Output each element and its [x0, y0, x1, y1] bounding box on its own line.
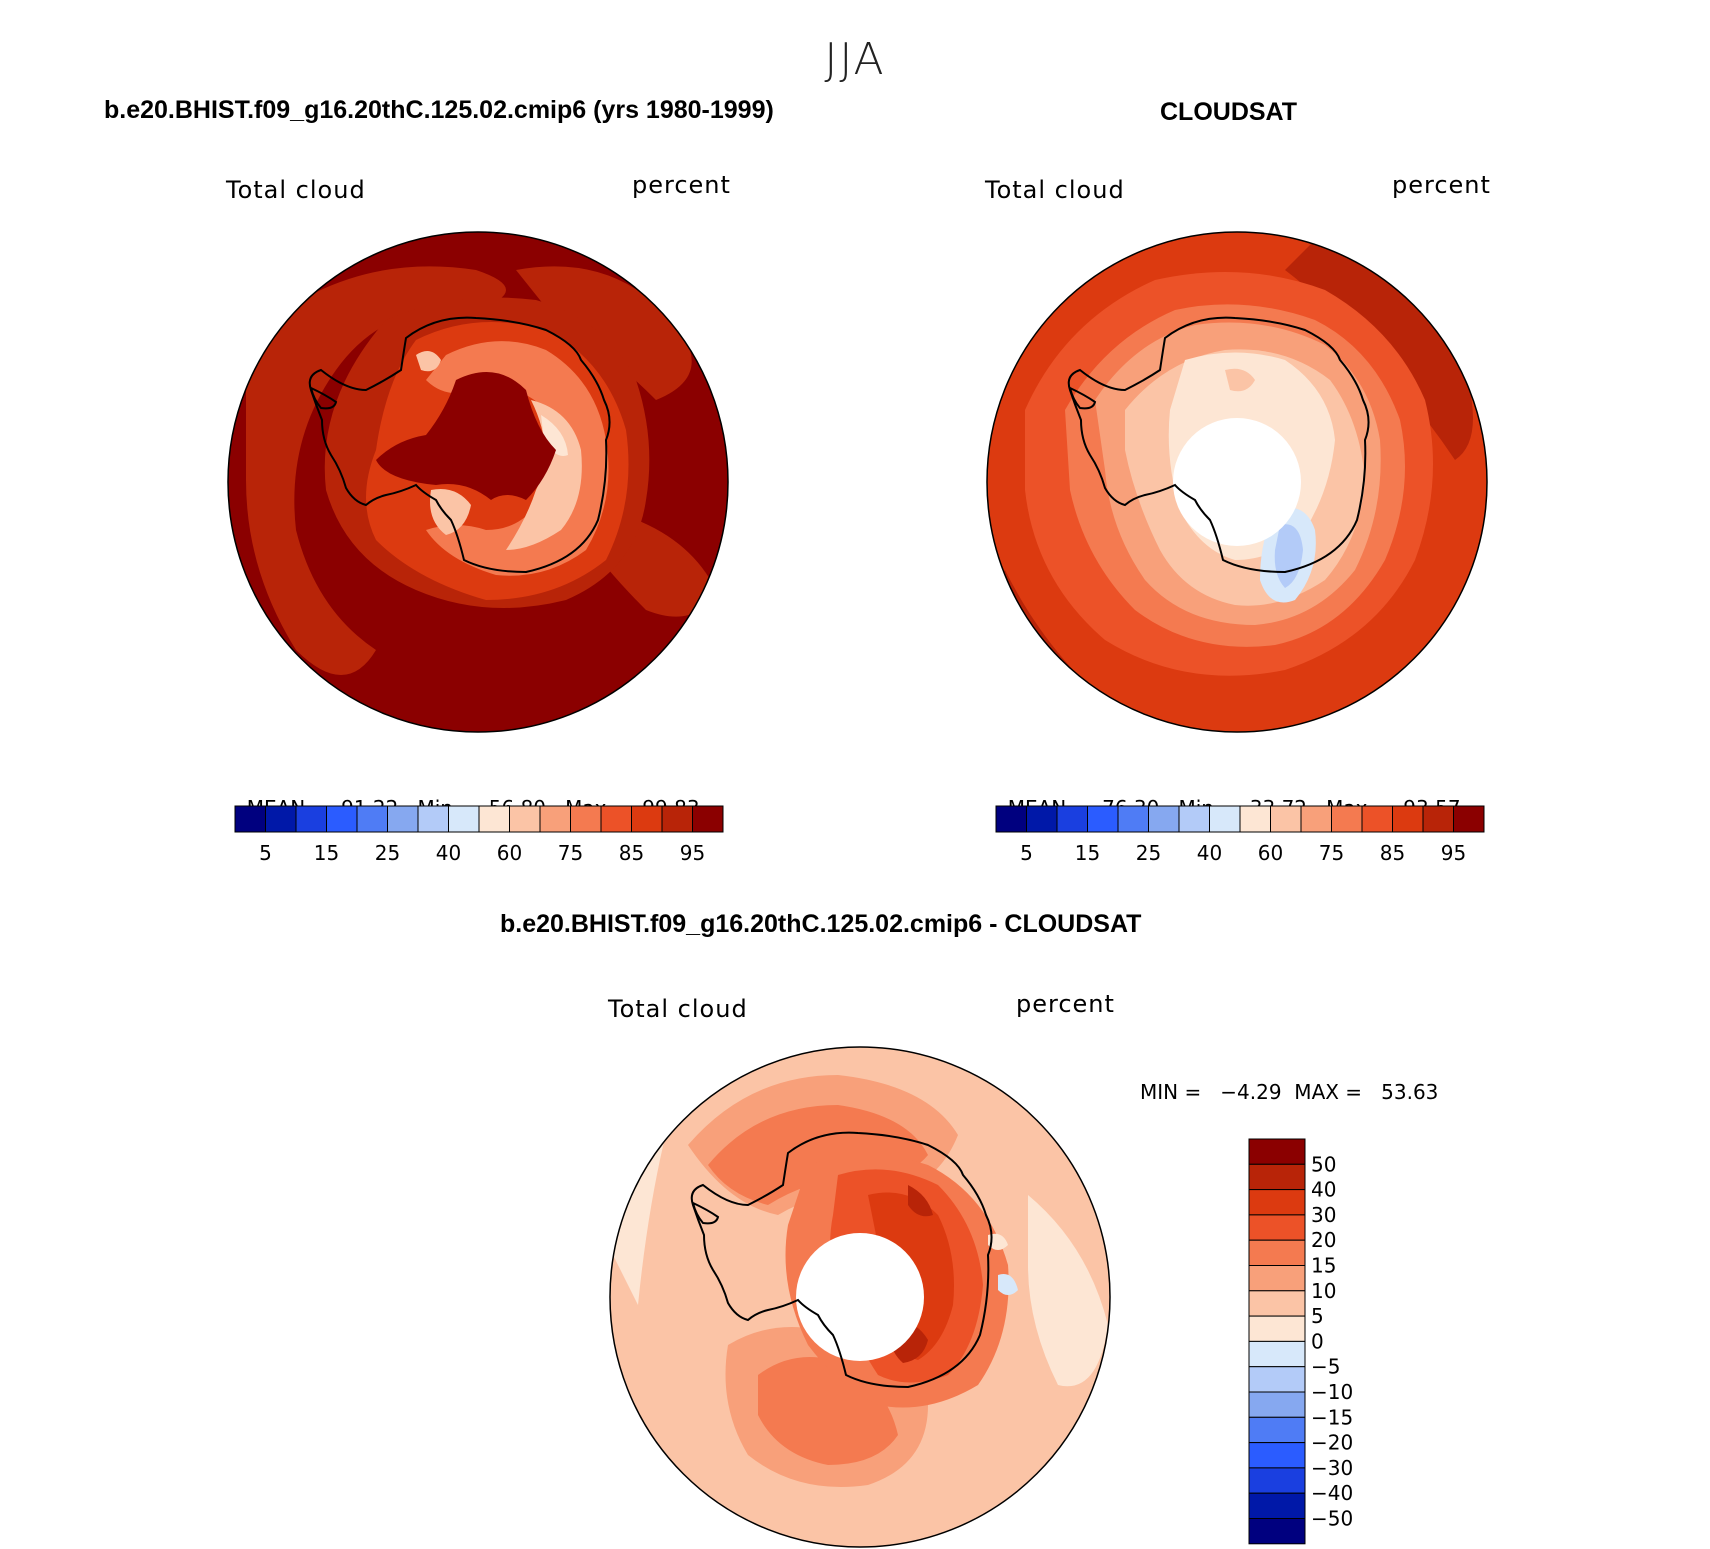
- panel-1-map: [227, 231, 729, 733]
- panel-3-title: b.e20.BHIST.f09_g16.20thC.125.02.cmip6 -…: [500, 910, 1142, 938]
- panel-1-title: b.e20.BHIST.f09_g16.20thC.125.02.cmip6 (…: [104, 96, 774, 124]
- colorbar-tick-label: 15: [1075, 841, 1100, 865]
- colorbar-box: [1117, 805, 1149, 833]
- colorbar-box: [478, 805, 510, 833]
- colorbar-tick-label: −10: [1311, 1380, 1353, 1404]
- colorbar-box: [234, 805, 266, 833]
- colorbar-box: [295, 805, 327, 833]
- colorbar-box: [1361, 805, 1393, 833]
- colorbar-box: [326, 805, 358, 833]
- panel-1-colorbar: 5 15 25 40 60 75 85 95: [234, 805, 724, 865]
- colorbar-box: [1422, 805, 1454, 833]
- main-title: JJA: [824, 34, 886, 85]
- colorbar-box: [1087, 805, 1119, 833]
- panel-3-variable: Total cloud: [608, 995, 748, 1023]
- colorbar-tick-label: −50: [1311, 1507, 1353, 1531]
- colorbar-tick-label: 20: [1311, 1228, 1336, 1252]
- colorbar-box: [1392, 805, 1424, 833]
- colorbar-tick-label: −5: [1311, 1355, 1340, 1379]
- colorbar-tick-label: 85: [619, 841, 644, 865]
- panel-2-units: percent: [1392, 171, 1491, 199]
- colorbar-box: [1248, 1391, 1306, 1418]
- panel-3-units: percent: [1016, 990, 1115, 1018]
- colorbar-tick-label: 25: [375, 841, 400, 865]
- colorbar-box: [1248, 1315, 1306, 1342]
- colorbar-tick-label: 85: [1380, 841, 1405, 865]
- colorbar-tick-label: −15: [1311, 1405, 1353, 1429]
- colorbar-box: [1178, 805, 1210, 833]
- panel-2-map: [986, 231, 1488, 733]
- colorbar-box: [1248, 1442, 1306, 1469]
- colorbar-box: [1248, 1189, 1306, 1216]
- colorbar-box: [692, 805, 724, 833]
- panel-1-variable: Total cloud: [226, 176, 366, 204]
- colorbar-box: [539, 805, 571, 833]
- colorbar-tick-label: 25: [1136, 841, 1161, 865]
- colorbar-tick-label: 15: [1311, 1254, 1336, 1278]
- colorbar-box: [995, 805, 1027, 833]
- colorbar-box: [265, 805, 297, 833]
- colorbar-tick-label: 5: [1020, 841, 1033, 865]
- panel-2-variable: Total cloud: [985, 176, 1125, 204]
- colorbar-tick-label: 40: [1197, 841, 1222, 865]
- colorbar-tick-label: 5: [259, 841, 272, 865]
- colorbar-tick-label: 60: [1258, 841, 1283, 865]
- colorbar-box: [1248, 1239, 1306, 1266]
- colorbar-box: [1209, 805, 1241, 833]
- colorbar-box: [509, 805, 541, 833]
- colorbar-box: [1248, 1340, 1306, 1368]
- colorbar-box: [1148, 805, 1180, 833]
- colorbar-box: [1453, 805, 1485, 833]
- colorbar-tick-label: 75: [558, 841, 583, 865]
- colorbar-tick-label: 0: [1311, 1329, 1324, 1353]
- colorbar-tick-label: 10: [1311, 1279, 1336, 1303]
- colorbar-box: [1248, 1163, 1306, 1191]
- colorbar-tick-label: 75: [1319, 841, 1344, 865]
- colorbar-tick-label: 95: [680, 841, 705, 865]
- colorbar-box: [1248, 1518, 1306, 1545]
- colorbar-box: [1248, 1492, 1306, 1520]
- colorbar-box: [1026, 805, 1058, 833]
- colorbar-box: [1248, 1138, 1306, 1165]
- colorbar-tick-label: 5: [1311, 1304, 1324, 1328]
- colorbar-box: [1056, 805, 1088, 833]
- colorbar-box: [417, 805, 449, 833]
- colorbar-box: [1248, 1416, 1306, 1444]
- colorbar-tick-label: −40: [1311, 1481, 1353, 1505]
- colorbar-box: [661, 805, 693, 833]
- colorbar-box: [387, 805, 419, 833]
- colorbar-box: [448, 805, 480, 833]
- colorbar-tick-label: −30: [1311, 1456, 1353, 1480]
- panel-1-units: percent: [632, 171, 731, 199]
- colorbar-box: [600, 805, 632, 833]
- colorbar-box: [1239, 805, 1271, 833]
- colorbar-box: [1248, 1467, 1306, 1494]
- colorbar-box: [631, 805, 663, 833]
- colorbar-box: [1270, 805, 1302, 833]
- panel-3-stats: MIN = −4.29 MAX = 53.63: [1140, 1080, 1439, 1104]
- colorbar-box: [1248, 1366, 1306, 1393]
- colorbar-box: [1248, 1290, 1306, 1317]
- colorbar-box: [1331, 805, 1363, 833]
- colorbar-tick-label: 40: [1311, 1178, 1336, 1202]
- colorbar-tick-label: 95: [1441, 841, 1466, 865]
- colorbar-tick-label: 15: [314, 841, 339, 865]
- panel-2-colorbar: 5 15 25 40 60 75 85 95: [995, 805, 1485, 865]
- colorbar-tick-label: −20: [1311, 1431, 1353, 1455]
- colorbar-tick-label: 40: [436, 841, 461, 865]
- colorbar-box: [1300, 805, 1332, 833]
- colorbar-box: [356, 805, 388, 833]
- colorbar-tick-label: 30: [1311, 1203, 1336, 1227]
- colorbar-box: [570, 805, 602, 833]
- colorbar-tick-label: 50: [1311, 1152, 1336, 1176]
- colorbar-box: [1248, 1265, 1306, 1292]
- colorbar-tick-label: 60: [497, 841, 522, 865]
- colorbar-box: [1248, 1214, 1306, 1241]
- panel-2-title: CLOUDSAT: [1160, 98, 1298, 126]
- panel-3-map: [609, 1046, 1111, 1548]
